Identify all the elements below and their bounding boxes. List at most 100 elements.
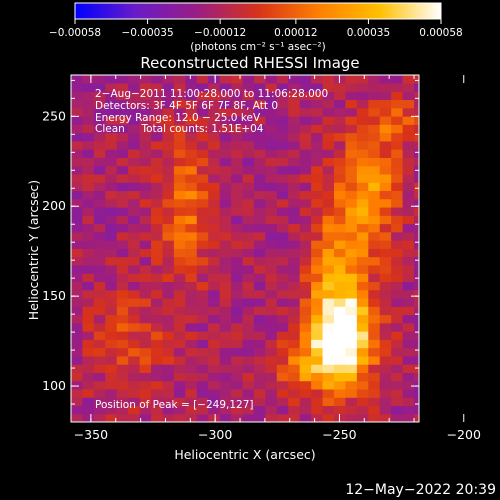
heatmap-cell <box>242 289 255 299</box>
heatmap-cell <box>265 281 278 291</box>
heatmap-cell <box>356 182 369 192</box>
heatmap-cell <box>265 322 278 332</box>
heatmap-cell <box>116 91 129 101</box>
heatmap-cell <box>139 380 152 390</box>
heatmap-cell <box>208 405 221 415</box>
heatmap-cell <box>265 165 278 175</box>
heatmap-cell <box>356 165 369 175</box>
heatmap-cell <box>139 355 152 365</box>
heatmap-cell <box>402 240 415 249</box>
heatmap-cell <box>288 314 301 324</box>
heatmap-cell <box>414 314 419 324</box>
heatmap-cell <box>242 331 255 340</box>
heatmap-cell <box>208 364 221 373</box>
heatmap-cell <box>116 182 129 192</box>
heatmap-cell <box>139 397 152 407</box>
heatmap-cell <box>368 297 381 307</box>
heatmap-cell <box>379 388 392 398</box>
heatmap-cell <box>151 240 164 249</box>
heatmap-cell <box>356 140 369 150</box>
heatmap-cell <box>391 380 404 390</box>
heatmap-cell <box>116 289 129 299</box>
heatmap-cell <box>322 149 335 158</box>
heatmap-cell <box>139 372 152 382</box>
heatmap-cell <box>368 281 381 291</box>
heatmap-cell <box>185 124 198 134</box>
heatmap-cell <box>128 297 141 307</box>
heatmap-cell <box>299 264 312 274</box>
heatmap-cell <box>173 281 186 291</box>
heatmap-cell <box>173 256 186 266</box>
heatmap-cell <box>93 364 106 373</box>
heatmap-cell <box>368 355 381 365</box>
heatmap-cell <box>345 322 358 332</box>
heatmap-cell <box>322 322 335 332</box>
heatmap-cell <box>219 173 232 183</box>
heatmap-cell <box>151 314 164 324</box>
heatmap-cell <box>253 339 266 349</box>
heatmap-cell <box>82 388 95 398</box>
heatmap-cell <box>196 331 209 340</box>
heatmap-cell <box>356 173 369 183</box>
heatmap-cell <box>162 223 175 233</box>
heatmap-cell <box>345 339 358 349</box>
heatmap-cell <box>71 215 84 225</box>
heatmap-cell <box>208 215 221 225</box>
heatmap-cell <box>71 82 84 92</box>
heatmap-cell <box>379 215 392 225</box>
heatmap-cell <box>288 91 301 101</box>
heatmap-cell <box>208 107 221 117</box>
heatmap-cell <box>379 339 392 349</box>
heatmap-cell <box>242 190 255 200</box>
heatmap-cell <box>391 289 404 299</box>
heatmap-cell <box>116 297 129 307</box>
heatmap-cell <box>151 149 164 158</box>
heatmap-cell <box>185 339 198 349</box>
heatmap-cell <box>391 314 404 324</box>
heatmap-cell <box>208 397 221 407</box>
heatmap-cell <box>71 99 84 109</box>
heatmap-cell <box>276 115 289 125</box>
heatmap-cell <box>219 388 232 398</box>
heatmap-cell <box>208 256 221 266</box>
heatmap-cell <box>71 314 84 324</box>
heatmap-cell <box>231 173 244 183</box>
heatmap-cell <box>299 173 312 183</box>
heatmap-cell <box>242 132 255 142</box>
x-tick-label: −300 <box>198 427 232 442</box>
heatmap-cell <box>105 215 118 225</box>
heatmap-cell <box>162 198 175 208</box>
heatmap-cell <box>391 124 404 134</box>
heatmap-cell <box>139 240 152 249</box>
heatmap-cell <box>196 339 209 349</box>
heatmap-cell <box>231 297 244 307</box>
heatmap-cell <box>93 413 106 422</box>
x-axis-label: Heliocentric X (arcsec) <box>174 447 315 462</box>
heatmap-cell <box>231 355 244 365</box>
heatmap-cell <box>311 75 324 84</box>
heatmap-cell <box>333 388 347 398</box>
heatmap-cell <box>196 256 209 266</box>
heatmap-cell <box>151 215 164 225</box>
heatmap-cell <box>82 82 95 92</box>
heatmap-cell <box>196 190 209 200</box>
heatmap-cell <box>116 256 129 266</box>
heatmap-cell <box>151 355 164 365</box>
heatmap-cell <box>288 380 301 390</box>
heatmap-cell <box>196 248 209 258</box>
heatmap-cell <box>265 380 278 390</box>
heatmap-cell <box>208 248 221 258</box>
annotation-block: 2−Aug−2011 11:00:28.000 to 11:06:28.000 … <box>95 88 328 135</box>
heatmap-cell <box>356 347 369 357</box>
heatmap-cell <box>105 388 118 398</box>
heatmap-cell <box>391 215 404 225</box>
heatmap-cell <box>196 75 209 84</box>
heatmap-cell <box>414 347 419 357</box>
heatmap-cell <box>208 322 221 332</box>
heatmap-cell <box>333 405 347 415</box>
heatmap-cell <box>333 91 347 101</box>
heatmap-cell <box>276 331 289 340</box>
heatmap-cell <box>379 331 392 340</box>
heatmap-cell <box>116 413 129 422</box>
heatmap-cell <box>333 364 347 373</box>
